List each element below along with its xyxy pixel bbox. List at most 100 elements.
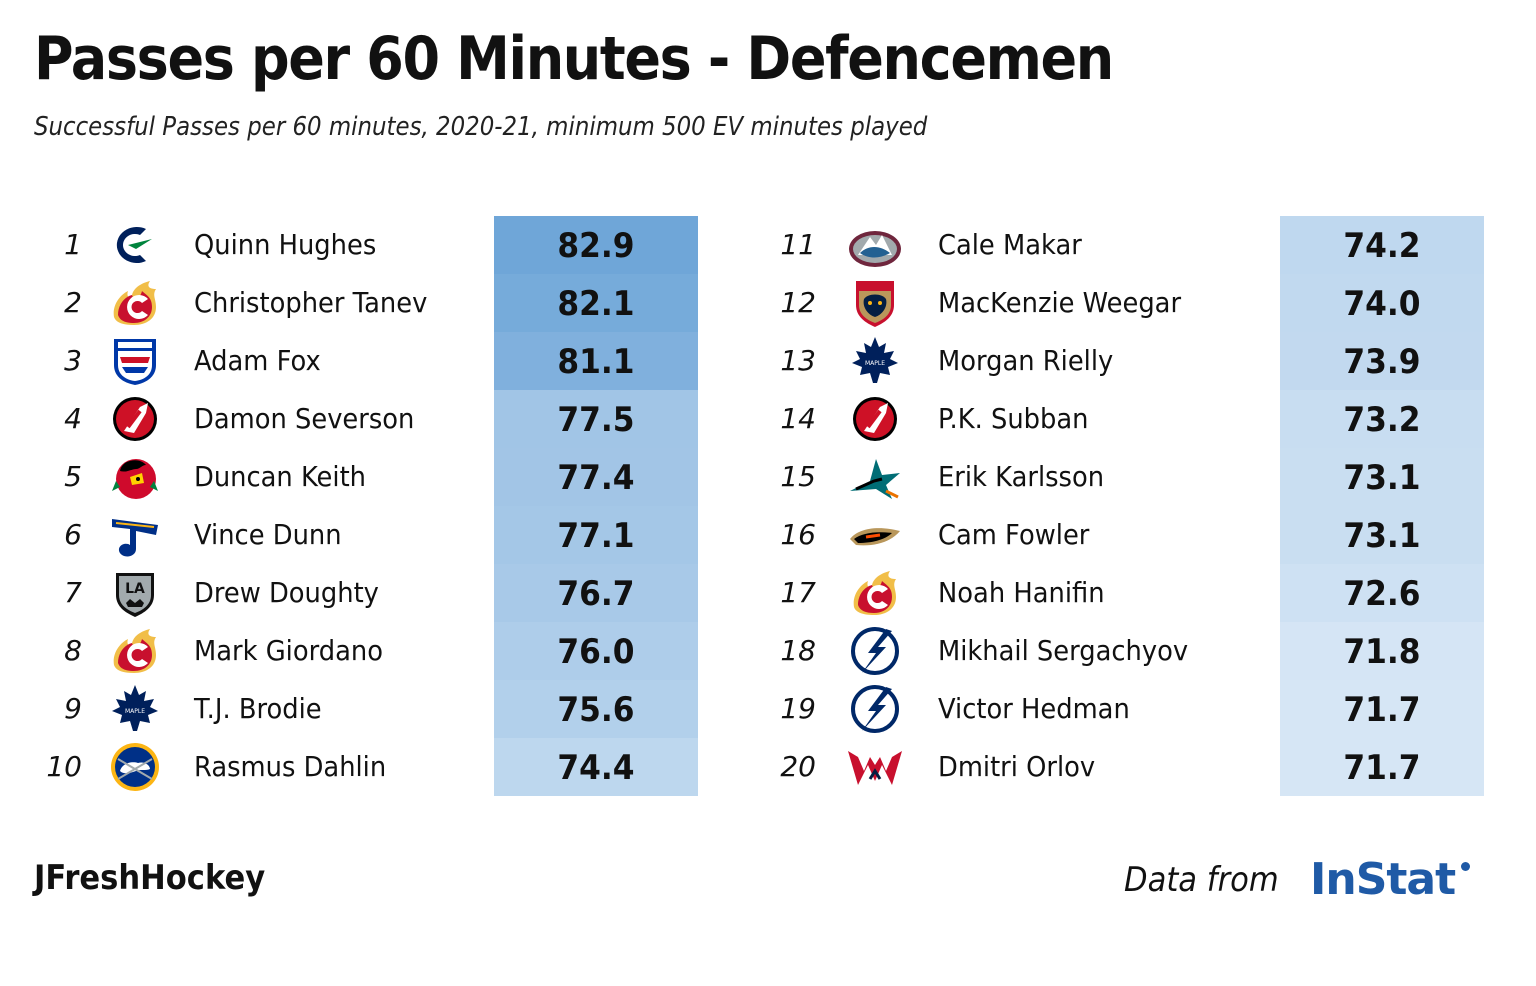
table-column-right: 11 Cale Makar 74.2 12 MacKenzie Weegar 74.0 13… (780, 216, 1486, 796)
value-cell: 82.9 (494, 216, 698, 274)
rank-label: 19 (780, 692, 816, 725)
rank-label: 3 (64, 344, 82, 377)
table-row: 17 Noah Hanifin 72.6 (780, 564, 1486, 622)
table-row: 12 MacKenzie Weegar 74.0 (780, 274, 1486, 332)
value-label: 72.6 (1343, 574, 1421, 614)
rank-label: 6 (64, 518, 82, 551)
buffalo-sabres-logo (106, 741, 164, 793)
player-name: P.K. Subban (938, 402, 1089, 435)
table-row: 20 Dmitri Orlov 71.7 (780, 738, 1486, 796)
value-cell: 81.1 (494, 332, 698, 390)
value-cell: 75.6 (494, 680, 698, 738)
table-row: 19 Victor Hedman 71.7 (780, 680, 1486, 738)
calgary-flames-logo (106, 625, 164, 677)
rank-label: 16 (780, 518, 816, 551)
player-name: Mark Giordano (194, 634, 383, 667)
value-cell: 74.4 (494, 738, 698, 796)
rank-label: 5 (64, 460, 82, 493)
vancouver-canucks-logo (106, 219, 164, 271)
new-jersey-devils-logo (106, 393, 164, 445)
toronto-maple-leafs-logo: MAPLE (106, 683, 164, 735)
value-label: 76.7 (557, 574, 635, 614)
player-name: Erik Karlsson (938, 460, 1105, 493)
table-row: 1 Quinn Hughes 82.9 (0, 216, 700, 274)
value-label: 76.0 (557, 632, 635, 672)
player-name: Drew Doughty (194, 576, 379, 609)
value-cell: 73.9 (1280, 332, 1484, 390)
rank-label: 1 (64, 228, 82, 261)
rank-label: 20 (780, 750, 816, 783)
rank-label: 11 (780, 228, 816, 261)
value-cell: 77.1 (494, 506, 698, 564)
value-label: 71.7 (1343, 690, 1421, 730)
instat-logo: InStat (1310, 854, 1456, 905)
toronto-maple-leafs-logo: MAPLE (846, 335, 904, 387)
svg-text:MAPLE: MAPLE (865, 360, 885, 367)
washington-capitals-logo (846, 741, 904, 793)
table-row: 11 Cale Makar 74.2 (780, 216, 1486, 274)
table-column-left: 1 Quinn Hughes 82.9 2 Christopher Tanev 82.1 3… (0, 216, 700, 796)
value-label: 71.7 (1343, 748, 1421, 788)
value-label: 81.1 (557, 342, 635, 382)
rank-label: 12 (780, 286, 816, 319)
player-name: Morgan Rielly (938, 344, 1114, 377)
value-cell: 82.1 (494, 274, 698, 332)
value-cell: 73.1 (1280, 448, 1484, 506)
source-prefix: Data from (1124, 860, 1279, 900)
value-label: 73.9 (1343, 342, 1421, 382)
st-louis-blues-logo (106, 509, 164, 561)
chart-subtitle: Successful Passes per 60 minutes, 2020-2… (34, 112, 928, 142)
table-row: 8 Mark Giordano 76.0 (0, 622, 700, 680)
value-label: 77.5 (557, 400, 635, 440)
new-york-rangers-logo (106, 335, 164, 387)
table-row: 16 Cam Fowler 73.1 (780, 506, 1486, 564)
value-label: 77.1 (557, 516, 635, 556)
rank-label: 9 (64, 692, 82, 725)
value-cell: 74.0 (1280, 274, 1484, 332)
value-label: 82.1 (557, 284, 635, 324)
player-name: Quinn Hughes (194, 228, 377, 261)
table-row: 15 Erik Karlsson 73.1 (780, 448, 1486, 506)
table-row: 2 Christopher Tanev 82.1 (0, 274, 700, 332)
instat-logo-dot (1461, 862, 1470, 871)
table-row: 18 Mikhail Sergachyov 71.8 (780, 622, 1486, 680)
value-cell: 76.7 (494, 564, 698, 622)
value-label: 73.1 (1343, 458, 1421, 498)
table-row: 10 Rasmus Dahlin 74.4 (0, 738, 700, 796)
new-jersey-devils-logo (846, 393, 904, 445)
table-row: 3 Adam Fox 81.1 (0, 332, 700, 390)
player-name: Victor Hedman (938, 692, 1130, 725)
table-row: 14 P.K. Subban 73.2 (780, 390, 1486, 448)
rank-label: 15 (780, 460, 816, 493)
value-label: 82.9 (557, 226, 635, 266)
value-cell: 73.1 (1280, 506, 1484, 564)
value-cell: 71.8 (1280, 622, 1484, 680)
player-name: Mikhail Sergachyov (938, 634, 1189, 667)
value-label: 74.2 (1343, 226, 1421, 266)
rank-label: 2 (64, 286, 82, 319)
svg-text:LA: LA (125, 581, 145, 597)
player-name: Christopher Tanev (194, 286, 428, 319)
player-name: Adam Fox (194, 344, 321, 377)
player-name: T.J. Brodie (194, 692, 322, 725)
value-cell: 74.2 (1280, 216, 1484, 274)
player-name: Noah Hanifin (938, 576, 1105, 609)
rank-label: 7 (64, 576, 82, 609)
value-cell: 77.4 (494, 448, 698, 506)
value-label: 74.4 (557, 748, 635, 788)
value-cell: 72.6 (1280, 564, 1484, 622)
rank-label: 18 (780, 634, 816, 667)
rank-label: 14 (780, 402, 816, 435)
value-label: 74.0 (1343, 284, 1421, 324)
value-label: 77.4 (557, 458, 635, 498)
value-cell: 71.7 (1280, 738, 1484, 796)
player-name: MacKenzie Weegar (938, 286, 1182, 319)
san-jose-sharks-logo (846, 451, 904, 503)
value-label: 73.1 (1343, 516, 1421, 556)
author-credit: JFreshHockey (34, 858, 266, 898)
player-name: Rasmus Dahlin (194, 750, 387, 783)
player-name: Duncan Keith (194, 460, 366, 493)
table-row: 9 MAPLE T.J. Brodie 75.6 (0, 680, 700, 738)
table-row: 13 MAPLE Morgan Rielly 73.9 (780, 332, 1486, 390)
player-name: Cale Makar (938, 228, 1082, 261)
